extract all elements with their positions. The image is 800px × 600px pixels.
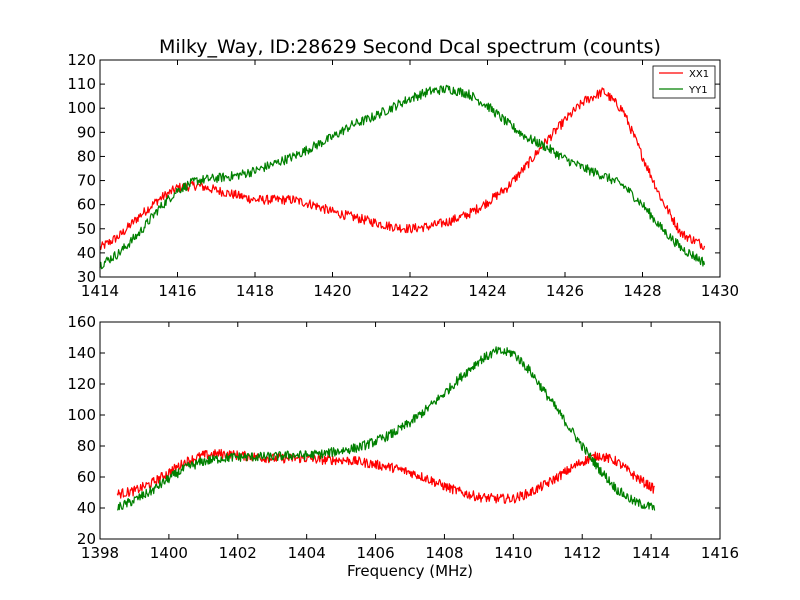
y-tick-label: 20 [77, 530, 96, 548]
bottom-plot-lines [116, 346, 656, 511]
x-tick-label: 1408 [425, 544, 463, 562]
top-plot-frame [99, 59, 721, 278]
top-plot: 1414 1416 1418 1420 1422 1424 1426 1428 1430 30 40… [67, 51, 739, 300]
x-tick-label: 1422 [391, 282, 429, 300]
legend-yy1-label: YY1 [688, 85, 708, 96]
y-tick-label: 140 [67, 344, 96, 362]
y-tick-label: 110 [67, 75, 96, 93]
top-yy1-line [99, 84, 706, 270]
y-tick-label: 70 [77, 172, 96, 190]
y-tick-label: 50 [77, 220, 96, 238]
x-tick-label: 1420 [313, 282, 351, 300]
y-tick-label: 120 [67, 375, 96, 393]
x-axis-label: Frequency (MHz) [347, 562, 473, 580]
legend-xx1-label: XX1 [689, 69, 709, 80]
bottom-series-1-line [116, 346, 656, 511]
y-tick-label: 160 [67, 313, 96, 331]
x-tick-label: 1404 [288, 544, 326, 562]
x-tick-label: 1430 [701, 282, 739, 300]
y-tick-label: 60 [77, 196, 96, 214]
y-tick-label: 40 [77, 244, 96, 262]
y-tick-label: 60 [77, 468, 96, 486]
y-tick-label: 90 [77, 123, 96, 141]
bottom-plot-ticks: 1398 1400 1402 1404 1406 1408 1410 1412 1414 1416… [67, 313, 739, 562]
x-tick-label: 1424 [468, 282, 506, 300]
y-tick-label: 100 [67, 99, 96, 117]
x-tick-label: 1398 [81, 544, 119, 562]
legend-box [652, 65, 716, 99]
y-tick-label: 40 [77, 499, 96, 517]
x-tick-label: 1414 [81, 282, 119, 300]
y-tick-label: 100 [67, 406, 96, 424]
y-tick-label: 80 [77, 437, 96, 455]
bottom-plot-frame [99, 321, 721, 540]
bottom-series-0-line [116, 448, 655, 504]
x-tick-label: 1416 [701, 544, 739, 562]
bottom-plot: 1398 1400 1402 1404 1406 1408 1410 1412 1414 1416… [67, 313, 739, 562]
top-plot-ticks: 1414 1416 1418 1420 1422 1424 1426 1428 1430 30 40… [67, 51, 739, 300]
y-tick-label: 30 [77, 268, 96, 286]
x-tick-label: 1400 [150, 544, 188, 562]
y-tick-label: 80 [77, 147, 96, 165]
x-tick-label: 1412 [563, 544, 601, 562]
y-tick-label: 120 [67, 51, 96, 69]
x-tick-label: 1416 [158, 282, 196, 300]
x-tick-label: 1414 [632, 544, 670, 562]
x-tick-label: 1410 [494, 544, 532, 562]
legend: XX1 YY1 [652, 65, 716, 99]
x-tick-label: 1418 [236, 282, 274, 300]
chart-title: Milky_Way, ID:28629 Second Dcal spectrum… [159, 36, 661, 58]
x-tick-label: 1406 [356, 544, 394, 562]
x-tick-label: 1426 [546, 282, 584, 300]
x-tick-label: 1428 [623, 282, 661, 300]
x-tick-label: 1402 [219, 544, 257, 562]
top-plot-lines [99, 84, 706, 270]
top-xx1-line [99, 87, 706, 251]
